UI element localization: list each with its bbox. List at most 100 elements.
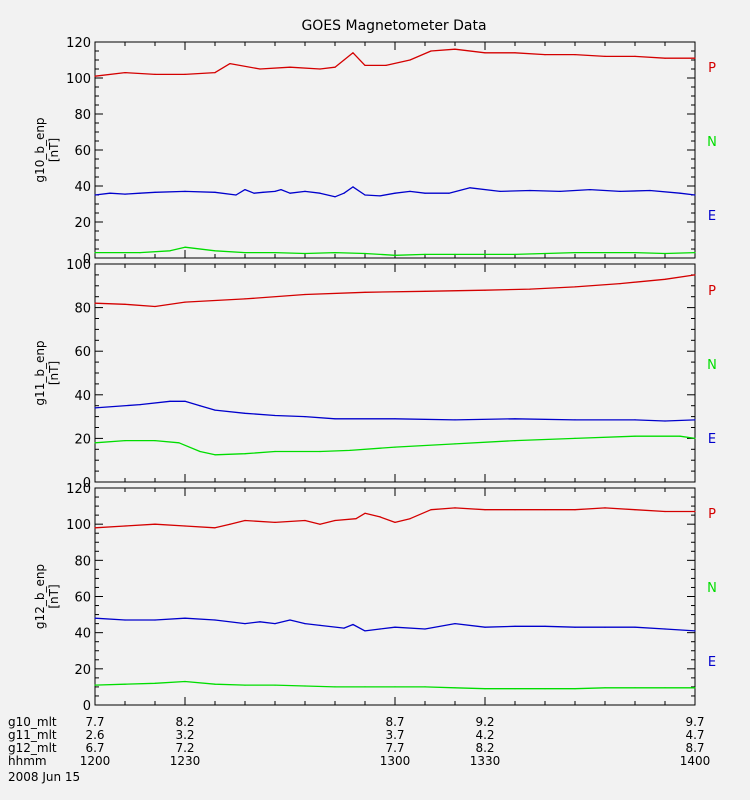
- panel-frame: [94, 487, 696, 706]
- data-point-E: [184, 400, 186, 402]
- data-point-P: [664, 57, 666, 59]
- x-row-label: hhmm: [8, 754, 47, 768]
- data-point-E: [214, 619, 216, 621]
- series-line-N: [94, 435, 696, 456]
- data-point-P: [289, 66, 291, 68]
- data-point-E: [529, 189, 531, 192]
- data-point-E: [424, 192, 426, 194]
- data-point-N: [604, 687, 606, 689]
- data-point-E: [379, 195, 381, 197]
- data-point-E: [694, 630, 696, 632]
- data-point-E: [619, 190, 621, 192]
- data-point-E: [280, 189, 282, 191]
- series-line-P: [94, 48, 695, 77]
- data-point-E: [574, 626, 576, 628]
- data-point-P: [604, 55, 606, 58]
- y-tick-label: 100: [66, 518, 91, 533]
- data-point-N: [694, 437, 696, 439]
- data-point-P: [229, 523, 231, 525]
- data-point-E: [244, 412, 246, 414]
- data-point-E: [352, 186, 354, 188]
- data-point-P: [409, 518, 411, 520]
- data-point-E: [184, 617, 186, 619]
- data-point-P: [385, 64, 387, 66]
- x-tick-label: 1400: [680, 754, 711, 768]
- series-line-E: [94, 186, 696, 198]
- data-point-P: [694, 510, 696, 513]
- data-point-N: [664, 252, 666, 255]
- data-point-E: [514, 418, 516, 420]
- data-point-N: [544, 252, 546, 255]
- x-tick-label: 9.7: [685, 715, 704, 729]
- data-point-N: [94, 252, 96, 254]
- y-tick-label: 20: [74, 663, 91, 678]
- data-point-E: [664, 420, 666, 422]
- x-row-label: g10_mlt: [8, 715, 57, 729]
- x-tick-label: 2.6: [85, 728, 104, 742]
- date-label: 2008 Jun 15: [8, 770, 80, 784]
- x-tick-label: 3.7: [385, 728, 404, 742]
- data-point-N: [634, 252, 636, 254]
- x-tick-label: 6.7: [85, 741, 104, 755]
- series-line-E: [94, 400, 696, 422]
- data-point-P: [343, 59, 345, 61]
- data-point-N: [214, 250, 216, 252]
- data-point-E: [244, 623, 246, 625]
- legend-N: N: [707, 135, 717, 150]
- data-point-N: [184, 246, 186, 248]
- legend-P: P: [708, 61, 716, 76]
- data-point-E: [124, 619, 126, 621]
- series-line-P: [94, 274, 696, 308]
- data-point-E: [139, 192, 141, 194]
- data-point-N: [94, 442, 96, 444]
- data-point-N: [154, 682, 156, 684]
- data-point-E: [559, 190, 561, 192]
- data-point-P: [124, 525, 126, 527]
- data-point-P: [694, 274, 696, 276]
- data-point-P: [154, 73, 156, 75]
- data-point-E: [343, 192, 345, 194]
- chart-title: GOES Magnetometer Data: [301, 18, 486, 34]
- x-tick-label: 1300: [380, 754, 411, 768]
- x-tick-label: 7.7: [85, 715, 104, 729]
- series-line-P: [94, 507, 695, 529]
- legend-E: E: [708, 209, 716, 224]
- data-point-E: [214, 191, 216, 193]
- data-point-E: [394, 192, 396, 194]
- data-point-E: [454, 419, 456, 421]
- data-point-N: [244, 684, 246, 686]
- data-point-N: [664, 687, 666, 689]
- data-point-P: [694, 57, 696, 59]
- data-point-P: [514, 52, 516, 54]
- data-point-E: [454, 623, 456, 625]
- data-point-E: [694, 194, 696, 196]
- data-point-N: [199, 450, 201, 453]
- data-point-E: [484, 626, 486, 628]
- x-tick-label: 4.2: [475, 728, 494, 742]
- data-point-E: [634, 419, 636, 421]
- data-point-N: [178, 442, 180, 444]
- data-point-N: [274, 252, 276, 254]
- data-point-N: [574, 252, 576, 254]
- data-point-P: [394, 521, 396, 524]
- data-point-E: [448, 192, 450, 194]
- data-point-E: [334, 418, 336, 420]
- data-point-P: [304, 519, 306, 522]
- data-point-E: [94, 194, 96, 196]
- data-point-E: [235, 194, 237, 196]
- data-point-E: [259, 621, 261, 623]
- data-point-P: [244, 519, 246, 522]
- data-point-N: [574, 437, 576, 439]
- data-point-P: [574, 54, 576, 56]
- data-point-N: [634, 435, 636, 437]
- data-point-P: [124, 72, 126, 74]
- series-line-E: [94, 617, 696, 632]
- y-tick-label: 120: [66, 482, 91, 497]
- data-point-P: [634, 509, 636, 511]
- data-point-N: [274, 684, 276, 686]
- data-point-E: [424, 628, 426, 630]
- data-point-N: [169, 250, 171, 252]
- x-tick-label: 8.2: [475, 741, 494, 755]
- data-point-E: [274, 623, 276, 625]
